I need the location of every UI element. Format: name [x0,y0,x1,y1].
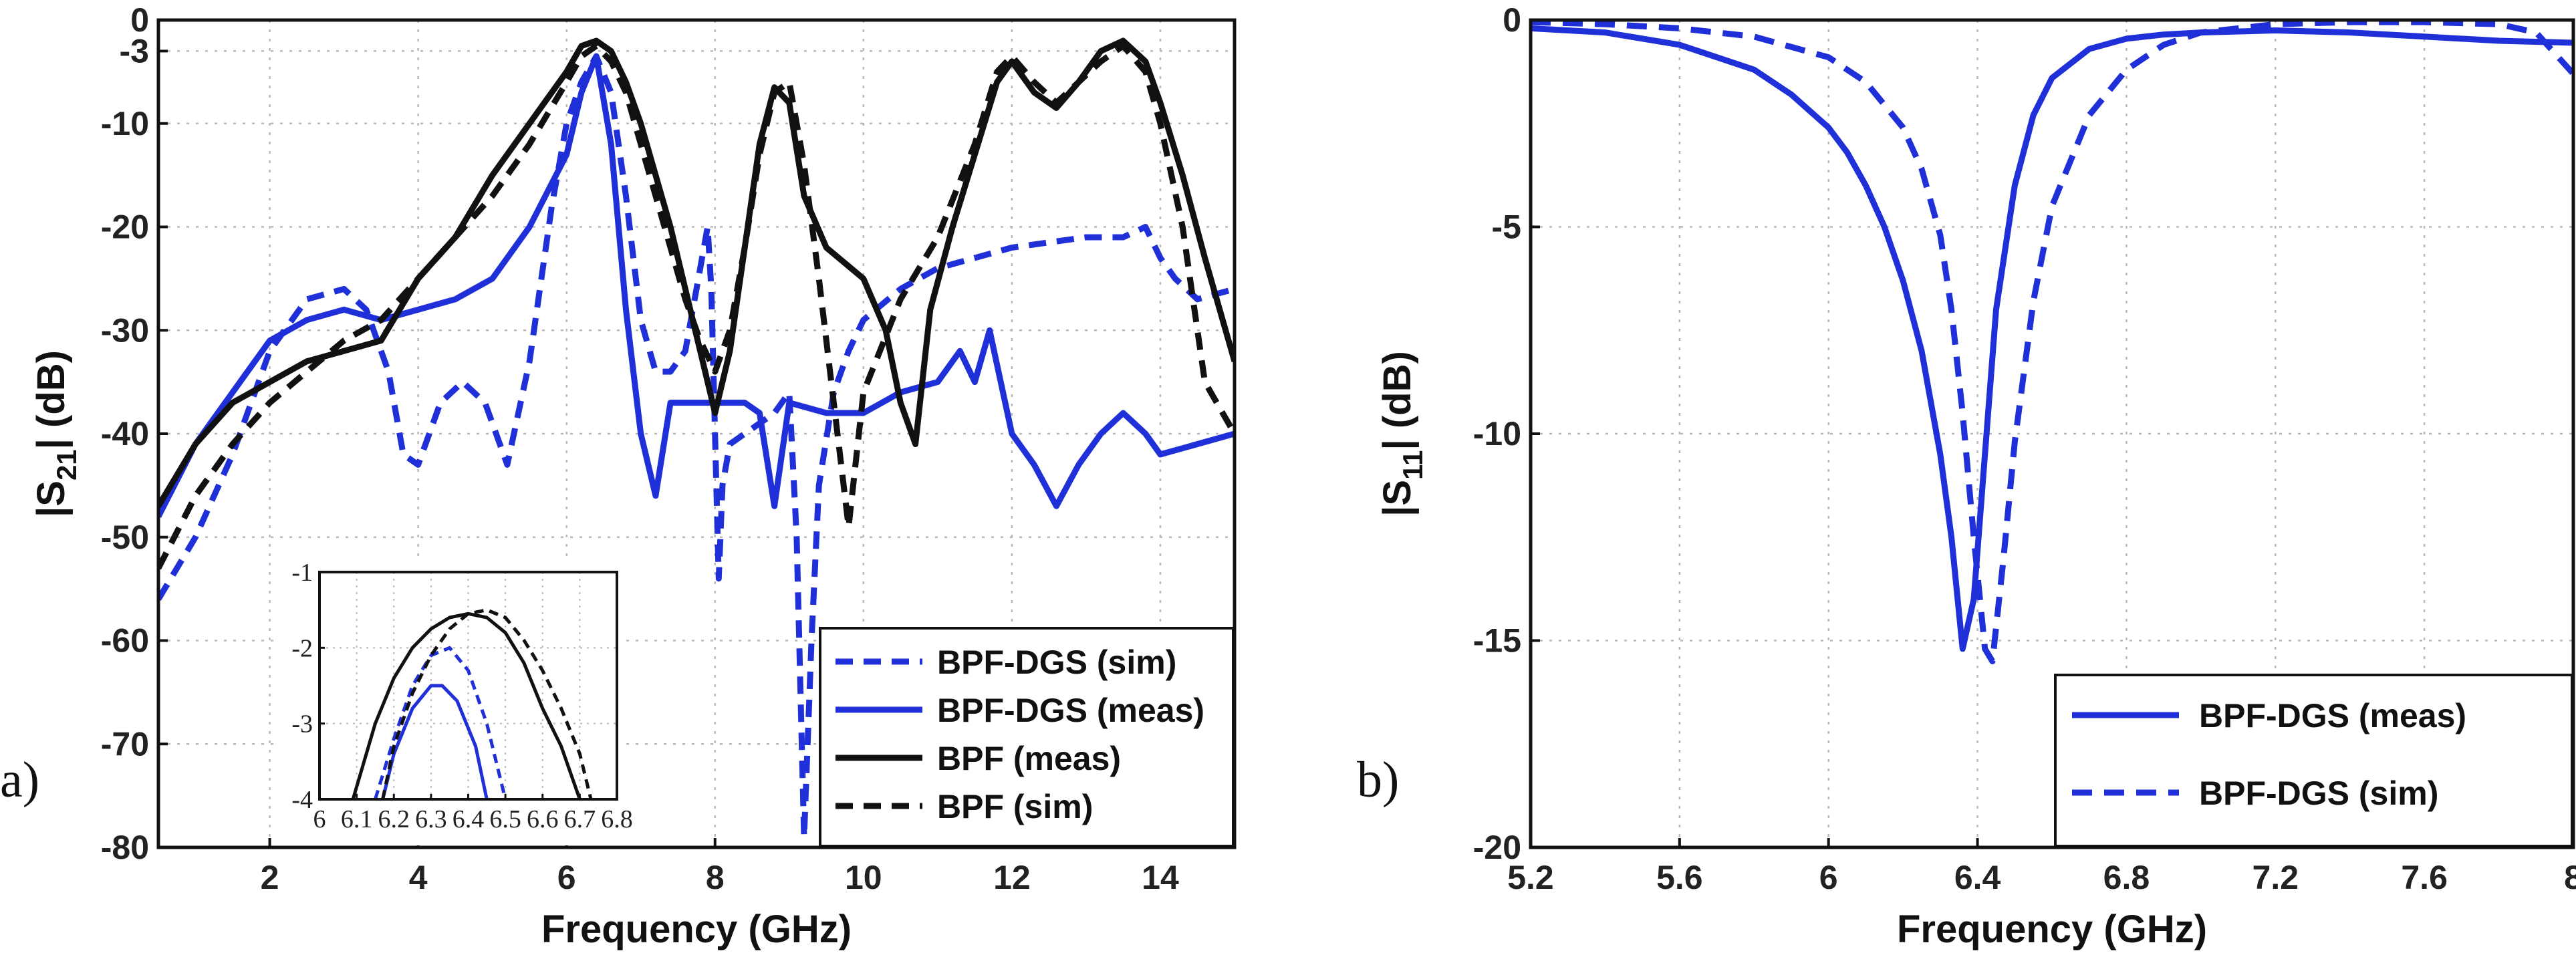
s11-y-tick-label: 0 [1503,1,1521,39]
s21-y-tick-label: -3 [120,32,149,70]
s11-x-tick-label: 5.6 [1656,859,1703,896]
s21-y-tick-label: -30 [101,311,149,349]
s21-y-tick-label: -40 [101,415,149,452]
s21-series-bpf-sim [158,43,1235,570]
s21-series-bpf-meas [158,37,1235,508]
inset-background [275,558,623,845]
s11-x-tick-label: 5.2 [1507,859,1554,896]
s21-y-tick-label: -50 [101,519,149,556]
s21-series-bpf-dgs-meas [158,53,1235,518]
s11-legend-box [2054,674,2573,847]
panel-a-label: a) [0,752,39,808]
inset-x-tick-label: 6.1 [341,805,373,833]
inset-y-tick-label: -1 [291,559,313,587]
s11-x-tick-label: 6.4 [1954,859,2001,896]
legend-label-s11-sim: BPF-DGS (sim) [2199,775,2438,812]
s21-series-bpf-dgs-sim [158,53,1235,840]
s11-x-axis-label: Frequency (GHz) [1897,908,2207,951]
inset-x-tick-label: 6.6 [527,805,559,833]
s11-x-tick-label: 7.6 [2401,859,2448,896]
s21-x-tick-label: 4 [409,859,428,896]
inset-series-bpf-dgs-meas [381,684,489,799]
s21-legend-box [819,627,1235,847]
s11-y-axis-label: |S11| (dB) [1376,351,1428,517]
s21-chart: 2 4 6 8 10 12 140-3-10-20-30-40-50-60-70-80 Fr… [29,1,1237,951]
s11-y-tick-label: -20 [1473,829,1521,866]
s11-grid [1531,20,2573,847]
s11-x-tick-label: 6 [1819,859,1838,896]
s11-legend: BPF-DGS (meas) BPF-DGS (sim) [2054,674,2573,847]
s21-y-tick-label: -10 [101,105,149,142]
inset-y-tick-label: -3 [291,710,313,738]
inset-series-bpf-dgs-sim [374,646,507,799]
legend-label-bpf-dgs-sim: BPF-DGS (sim) [937,644,1176,681]
s11-y-tick-label: -5 [1492,209,1521,246]
inset-ticks: 6 6.1 6.2 6.3 6.4 6.5 6.6 6.7 6.8 -1 -2 -3 -4 [291,559,632,833]
s21-series-group [158,37,1235,840]
s11-y-axis-subscript: 11 [1397,450,1428,479]
s21-x-tick-label: 8 [706,859,725,896]
s11-series-bpf-dgs-sim [1531,20,2573,664]
inset-x-tick-label: 6.2 [378,805,410,833]
inset-x-tick-label: 6 [313,805,326,833]
inset-series-bpf-sim [381,608,593,799]
legend-label-bpf-dgs-meas: BPF-DGS (meas) [937,692,1204,729]
panel-b-label: b) [1357,752,1399,808]
s21-y-axis-unit: | (dB) [29,350,73,449]
s11-x-tick-label: 8 [2564,859,2576,896]
inset-x-tick-label: 6.3 [415,805,447,833]
inset-y-tick-label: -4 [291,786,313,814]
inset-x-tick-label: 6.7 [564,805,596,833]
legend-label-s11-meas: BPF-DGS (meas) [2199,697,2466,734]
s21-x-tick-label: 6 [557,859,576,896]
s11-x-tick-label: 7.2 [2252,859,2299,896]
s11-x-tick-label: 6.8 [2103,859,2150,896]
inset-y-tick-label: -2 [291,634,313,662]
s21-x-tick-label: 12 [993,859,1031,896]
s21-x-tick-label: 10 [845,859,882,896]
s11-ticks: 5.2 5.6 6 6.4 6.8 7.2 7.6 8 0 -5 -10 -15 -20 [1473,1,2576,896]
s11-y-tick-label: -15 [1473,622,1521,660]
s21-y-axis-label: |S21| (dB) [29,350,82,517]
inset-series-group [351,608,593,799]
s21-x-axis-label: Frequency (GHz) [541,908,852,951]
s11-series-group [1531,20,2573,664]
s11-chart: 5.2 5.6 6 6.4 6.8 7.2 7.6 8 0 -5 -10 -15 -20 Frequen… [1376,1,2576,951]
legend-label-bpf-meas: BPF (meas) [937,740,1121,777]
inset-x-tick-label: 6.5 [489,805,521,833]
s21-y-tick-label: -20 [101,209,149,246]
s21-legend: BPF-DGS (sim) BPF-DGS (meas) BPF (meas) … [819,627,1235,847]
legend-label-bpf-sim: BPF (sim) [937,788,1093,825]
inset-x-tick-label: 6.8 [601,805,633,833]
s21-y-tick-label: 0 [130,1,149,39]
inset-x-tick-label: 6.4 [453,805,485,833]
s21-y-axis-subscript: 21 [51,449,82,481]
s21-x-tick-label: 2 [261,859,279,896]
s21-y-tick-label: -70 [101,725,149,763]
s11-series-bpf-dgs-meas [1531,25,2573,652]
s21-y-tick-label: -60 [101,622,149,660]
s11-y-axis-unit: | (dB) [1376,351,1419,450]
s21-ticks: 2 4 6 8 10 12 140-3-10-20-30-40-50-60-70-80 [101,1,1179,896]
s21-y-tick-label: -80 [101,829,149,866]
s21-x-tick-label: 14 [1142,859,1179,896]
s21-inset-chart: 6 6.1 6.2 6.3 6.4 6.5 6.6 6.7 6.8 -1 -2 -3 -4 [275,558,633,845]
s11-y-tick-label: -10 [1473,415,1521,452]
